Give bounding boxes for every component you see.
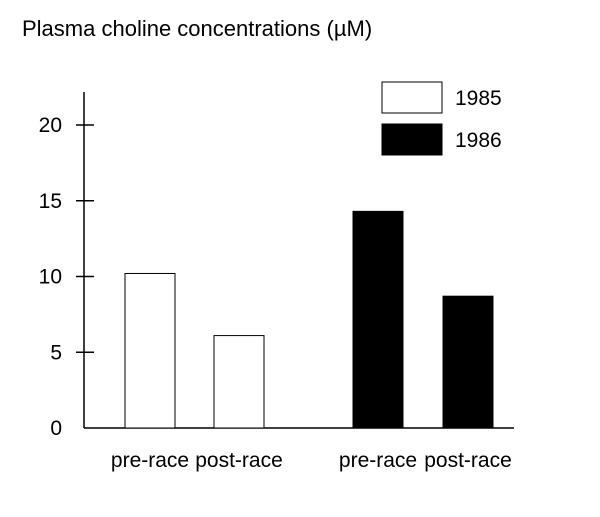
x-tick-label: post-race xyxy=(195,449,283,472)
x-tick-label: pre-race xyxy=(111,449,189,472)
y-tick-label: 5 xyxy=(50,341,62,364)
bar-1986-post-race xyxy=(442,295,494,429)
legend-swatch-1986 xyxy=(381,123,443,156)
x-tick-labels: pre-race post-race pre-race post-race xyxy=(111,449,512,472)
y-tick-label: 20 xyxy=(39,114,62,137)
y-tick-label: 15 xyxy=(39,190,62,213)
legend-swatch-1985 xyxy=(381,81,443,114)
y-ticks: 0 5 10 15 20 xyxy=(39,114,94,440)
x-tick-label: pre-race xyxy=(339,449,417,472)
y-tick-label: 0 xyxy=(50,417,62,440)
legend: 1985 1986 xyxy=(381,81,502,156)
legend-label: 1985 xyxy=(455,87,502,110)
chart-title: Plasma choline concentrations (µM) xyxy=(22,16,373,41)
bars xyxy=(124,210,494,429)
bar-1986-pre-race xyxy=(352,210,404,429)
x-tick-label: post-race xyxy=(424,449,512,472)
legend-label: 1986 xyxy=(455,129,502,152)
y-tick-label: 10 xyxy=(39,266,62,289)
bar-1985-post-race xyxy=(213,335,265,429)
bar-1985-pre-race xyxy=(124,272,176,429)
